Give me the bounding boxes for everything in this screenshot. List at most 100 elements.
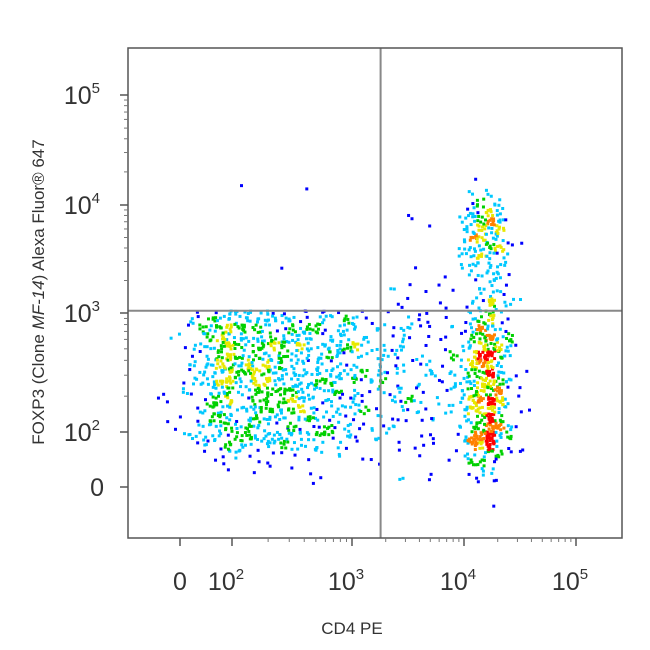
event-point: [265, 319, 269, 323]
event-point: [199, 342, 203, 346]
event-point: [267, 354, 271, 358]
event-point: [312, 425, 316, 429]
event-point: [264, 323, 268, 327]
event-point: [239, 364, 243, 368]
event-point: [460, 220, 464, 224]
event-point: [396, 356, 400, 360]
event-point: [234, 381, 238, 385]
event-point: [221, 379, 225, 383]
event-point: [429, 472, 433, 476]
event-point: [440, 380, 444, 384]
event-point: [266, 312, 270, 316]
event-point: [480, 440, 484, 444]
event-point: [260, 439, 264, 443]
event-point: [343, 427, 347, 431]
event-point: [467, 214, 471, 218]
event-point: [519, 298, 523, 302]
event-point: [242, 328, 246, 332]
event-point: [398, 390, 402, 394]
event-point: [501, 398, 505, 402]
event-point: [284, 400, 288, 404]
event-point: [316, 331, 320, 335]
event-point: [283, 387, 287, 391]
event-point: [365, 335, 369, 339]
event-point: [469, 406, 473, 410]
event-point: [473, 448, 477, 452]
event-point: [475, 328, 479, 332]
event-point: [249, 367, 253, 371]
event-point: [503, 263, 507, 267]
event-point: [228, 405, 232, 409]
event-point: [482, 247, 486, 251]
event-point: [275, 421, 279, 425]
event-point: [305, 418, 309, 422]
event-point: [475, 390, 479, 394]
event-point: [305, 371, 309, 375]
event-point: [289, 358, 293, 362]
event-point: [309, 347, 313, 351]
event-point: [448, 372, 452, 376]
event-point: [344, 414, 348, 418]
event-point: [256, 448, 260, 452]
event-point: [223, 445, 227, 449]
event-point: [528, 408, 532, 412]
event-point: [487, 261, 491, 265]
event-point: [361, 457, 365, 461]
event-point: [474, 393, 478, 397]
event-point: [291, 399, 295, 403]
event-point: [466, 457, 470, 461]
event-point: [337, 311, 341, 315]
event-point: [397, 440, 401, 444]
event-point: [217, 394, 221, 398]
event-point: [233, 375, 237, 379]
event-point: [479, 341, 483, 345]
event-point: [353, 412, 357, 416]
event-point: [264, 400, 268, 404]
event-point: [252, 376, 256, 380]
event-point: [483, 385, 487, 389]
event-point: [368, 390, 372, 394]
event-point: [350, 350, 354, 354]
event-point: [303, 331, 307, 335]
event-point: [468, 211, 472, 215]
event-point: [481, 378, 485, 382]
event-point: [253, 328, 257, 332]
event-point: [252, 336, 256, 340]
event-point: [274, 337, 278, 341]
event-point: [478, 421, 482, 425]
event-point: [225, 416, 229, 420]
event-point: [328, 350, 332, 354]
event-point: [268, 341, 272, 345]
event-point: [463, 439, 467, 443]
event-point: [351, 316, 355, 320]
event-point: [295, 334, 299, 338]
event-point: [500, 370, 504, 374]
event-point: [346, 317, 350, 321]
event-point: [295, 361, 299, 365]
event-point: [335, 344, 339, 348]
event-point: [265, 386, 269, 390]
event-point: [428, 224, 432, 228]
event-point: [216, 349, 220, 353]
event-point: [474, 440, 478, 444]
event-point: [195, 310, 199, 314]
event-point: [280, 446, 284, 450]
event-point: [233, 322, 237, 326]
event-point: [472, 340, 476, 344]
event-point: [268, 415, 272, 419]
event-point: [327, 397, 331, 401]
event-point: [488, 208, 492, 212]
event-point: [482, 436, 486, 440]
event-point: [215, 358, 219, 362]
event-point: [376, 357, 380, 361]
event-point: [335, 375, 339, 379]
event-point: [287, 319, 291, 323]
event-point: [510, 340, 514, 344]
event-point: [247, 362, 251, 366]
event-point: [331, 436, 335, 440]
event-point: [215, 379, 219, 383]
event-point: [206, 439, 210, 443]
event-point: [281, 368, 285, 372]
event-point: [360, 399, 364, 403]
event-point: [475, 361, 479, 365]
